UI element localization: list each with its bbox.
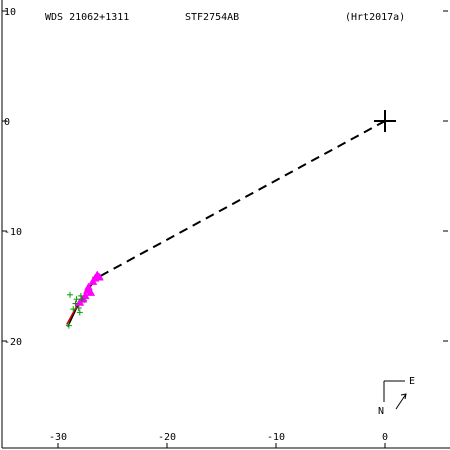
x-tick-label: 0 (382, 432, 388, 443)
x-tick-label: -10 (267, 432, 285, 443)
primary-star-group (374, 110, 396, 132)
wds-designation: WDS 21062+1311 (45, 12, 129, 23)
compass-arrowhead (400, 393, 407, 400)
x-tick-label: -20 (158, 432, 176, 443)
observation-point-triangle (84, 282, 93, 291)
observation-point-triangle (86, 288, 96, 296)
axis-ticks (2, 10, 448, 448)
compass-east-label: E (409, 376, 415, 387)
y-tick-label: -20 (4, 337, 22, 348)
connector-dashed-line (95, 120, 386, 280)
observation-points (65, 270, 104, 329)
observation-point-triangle (94, 272, 104, 281)
observation-point-plus (70, 306, 77, 313)
y-tick-label: -10 (4, 227, 22, 238)
observation-point-plus (65, 322, 72, 329)
reference-code: (Hrt2017a) (345, 12, 405, 23)
observation-point-plus (75, 305, 82, 311)
observation-point-plus (72, 300, 79, 307)
observation-point-plus (73, 296, 80, 303)
observation-point-triangle (88, 277, 98, 285)
discoverer-code: STF2754AB (185, 12, 239, 23)
observation-point-plus (66, 291, 73, 298)
observation-point-plus (76, 309, 83, 316)
x-tick-label: -30 (49, 432, 67, 443)
compass-north-label: N (378, 406, 384, 417)
compass-direction-arrow (395, 393, 407, 410)
y-tick-label: 10 (4, 7, 16, 18)
connector-line-group (95, 120, 386, 280)
tick-labels: -30 -20 -10 0 10 0 -10 -20 (4, 7, 388, 443)
y-tick-label: 0 (4, 117, 10, 128)
observation-point-plus (78, 296, 85, 303)
compass: N E (378, 376, 415, 417)
